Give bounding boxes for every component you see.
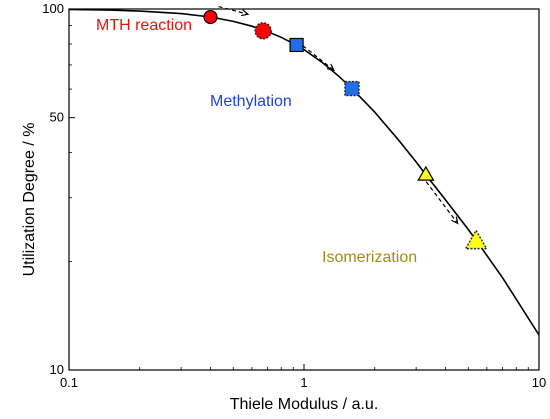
label-layer: MTH reaction Methylation Isomerization: [96, 17, 417, 266]
trend-arrow-line: [218, 5, 249, 15]
isomerization-point: [464, 229, 488, 250]
marker-layer: [203, 9, 488, 250]
x-tick-label: 1: [300, 375, 307, 390]
methylation-point: [289, 37, 304, 53]
x-axis-title: Thiele Modulus / a.u.: [230, 396, 379, 413]
mth-reaction-point: [254, 22, 272, 40]
plot-area: [68, 8, 540, 371]
y-tick-label: 100: [42, 1, 64, 16]
trend-arrow-head: [240, 9, 250, 17]
x-tick-label: 10: [532, 375, 546, 390]
x-tick-label: 0.1: [60, 375, 78, 390]
axes: 0.1 1 10 10 50 100 Thiele Modulus / a.u. Utiliz…: [21, 1, 546, 413]
trend-arrow-head: [326, 63, 335, 71]
y-tick-label: 10: [50, 362, 64, 377]
trend-arrow-line: [421, 175, 459, 224]
annotation-mth-reaction: MTH reaction: [96, 17, 192, 34]
y-tick-label: 50: [50, 110, 64, 125]
isomerization-point: [417, 165, 435, 181]
mth-reaction-point: [203, 9, 218, 25]
trend-arrow-head: [451, 216, 459, 225]
fit-curve: [68, 8, 540, 336]
fit-curve-layer: [68, 8, 540, 336]
annotation-methylation: Methylation: [210, 93, 292, 110]
methylation-point: [344, 80, 360, 97]
annotation-isomerization: Isomerization: [322, 249, 417, 266]
y-axis-title: Utilization Degree / %: [21, 123, 38, 277]
